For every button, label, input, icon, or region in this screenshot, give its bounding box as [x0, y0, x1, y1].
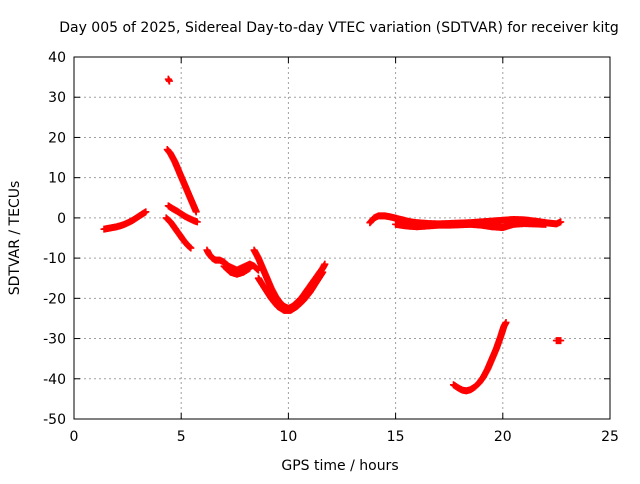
data-point: [165, 77, 173, 85]
x-tick-label: 5: [177, 429, 186, 445]
grid: [74, 57, 610, 419]
x-tick-label: 15: [387, 429, 405, 445]
y-tick-label: 20: [48, 130, 66, 146]
x-tick-label: 20: [494, 429, 512, 445]
series-arc-13: [552, 337, 565, 345]
series-arc-12: [449, 318, 510, 395]
series-arc-5: [162, 214, 195, 252]
data-point: [557, 218, 565, 226]
data-point: [192, 208, 200, 216]
series-arc-11: [392, 220, 550, 232]
x-tick-label: 10: [279, 429, 297, 445]
data-point: [557, 337, 565, 345]
data-point: [142, 208, 150, 216]
data-point: [542, 220, 550, 228]
x-tick-label: 25: [601, 429, 619, 445]
y-tick-label: -20: [43, 291, 66, 307]
data-point: [319, 268, 327, 276]
y-axis-label: SDTVAR / TECUs: [7, 181, 23, 296]
ticks: 0 5 10 15 20 25 -50 -40 -30 -20 -10 0 10 20 30 40: [43, 50, 619, 445]
x-axis-label: GPS time / hours: [281, 458, 398, 474]
series-arc-3: [163, 146, 200, 216]
y-tick-label: -10: [43, 251, 66, 267]
series-arc-9: [254, 268, 327, 314]
plot-frame: [73, 56, 611, 420]
data-points: [100, 75, 565, 395]
data-point: [502, 318, 510, 326]
chart-title: Day 005 of 2025, Sidereal Day-to-day VTE…: [59, 20, 619, 36]
y-tick-label: -40: [43, 372, 66, 388]
y-tick-label: 10: [48, 171, 66, 187]
y-tick-label: 0: [57, 211, 66, 227]
y-tick-label: 40: [48, 50, 66, 66]
y-tick-label: -30: [43, 332, 66, 348]
data-point: [187, 244, 195, 252]
y-tick-label: 30: [48, 90, 66, 106]
data-point: [321, 260, 329, 268]
series-arc-1: [100, 208, 150, 233]
series-arc-2: [164, 75, 173, 85]
x-tick-label: 0: [70, 429, 79, 445]
data-point: [193, 218, 201, 226]
series-arc-4: [164, 202, 201, 226]
y-tick-label: -50: [43, 412, 66, 428]
data-point: [246, 264, 254, 272]
series-arc-7: [220, 262, 254, 278]
